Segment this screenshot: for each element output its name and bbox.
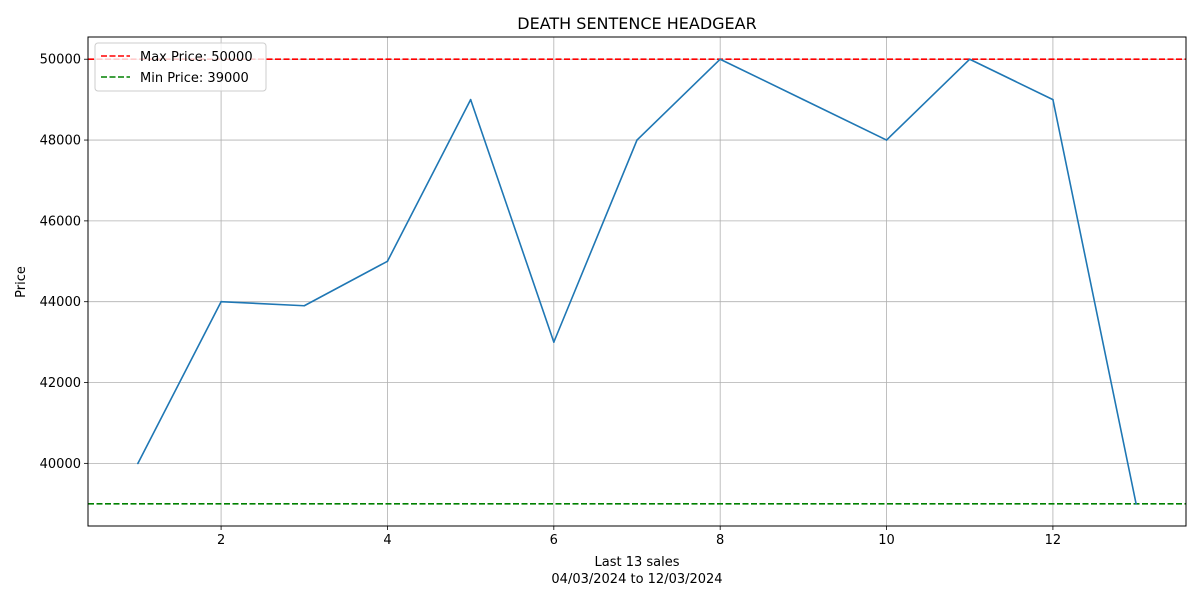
y-tick-label: 42000 bbox=[40, 376, 81, 391]
legend-label-min-price: Min Price: 39000 bbox=[140, 71, 249, 86]
price-point bbox=[469, 98, 472, 101]
price-point bbox=[885, 139, 888, 141]
series-lines bbox=[137, 58, 1137, 505]
y-axis-ticks: 40000 42000 44000 46000 48000 50000 bbox=[40, 53, 88, 472]
price-point bbox=[220, 300, 222, 303]
price-point bbox=[553, 341, 555, 343]
plot-frame bbox=[87, 36, 1187, 527]
chart-title: DEATH SENTENCE HEADGEAR bbox=[517, 14, 756, 33]
legend: Max Price: 50000 Min Price: 39000 bbox=[94, 42, 267, 92]
x-tick-label: 6 bbox=[550, 533, 558, 548]
x-axis-ticks: 2 4 6 8 10 12 bbox=[217, 526, 1061, 548]
y-tick-label: 40000 bbox=[40, 457, 81, 472]
price-point bbox=[386, 260, 389, 263]
x-tick-label: 12 bbox=[1045, 533, 1062, 548]
x-tick-label: 2 bbox=[217, 533, 225, 548]
x-axis-label: Last 13 sales bbox=[594, 555, 679, 570]
reference-lines bbox=[88, 58, 1186, 505]
y-tick-label: 46000 bbox=[40, 214, 81, 229]
price-point bbox=[303, 304, 306, 307]
price-point bbox=[137, 462, 139, 465]
price-point bbox=[1135, 502, 1137, 505]
legend-label-max-price: Max Price: 50000 bbox=[140, 50, 253, 65]
price-point bbox=[968, 58, 971, 61]
y-tick-label: 48000 bbox=[40, 134, 81, 149]
y-tick-label: 50000 bbox=[40, 53, 81, 68]
legend-box bbox=[94, 42, 267, 92]
price-point bbox=[802, 98, 805, 101]
y-tick-label: 44000 bbox=[40, 295, 81, 310]
price-point bbox=[636, 139, 638, 141]
y-axis-label: Price bbox=[14, 266, 29, 298]
x-axis-sublabel: 04/03/2024 to 12/03/2024 bbox=[551, 572, 722, 587]
price-point bbox=[719, 58, 721, 61]
x-tick-label: 4 bbox=[383, 533, 391, 548]
price-point bbox=[1052, 98, 1054, 101]
x-tick-label: 10 bbox=[878, 533, 895, 548]
x-tick-label: 8 bbox=[716, 533, 724, 548]
